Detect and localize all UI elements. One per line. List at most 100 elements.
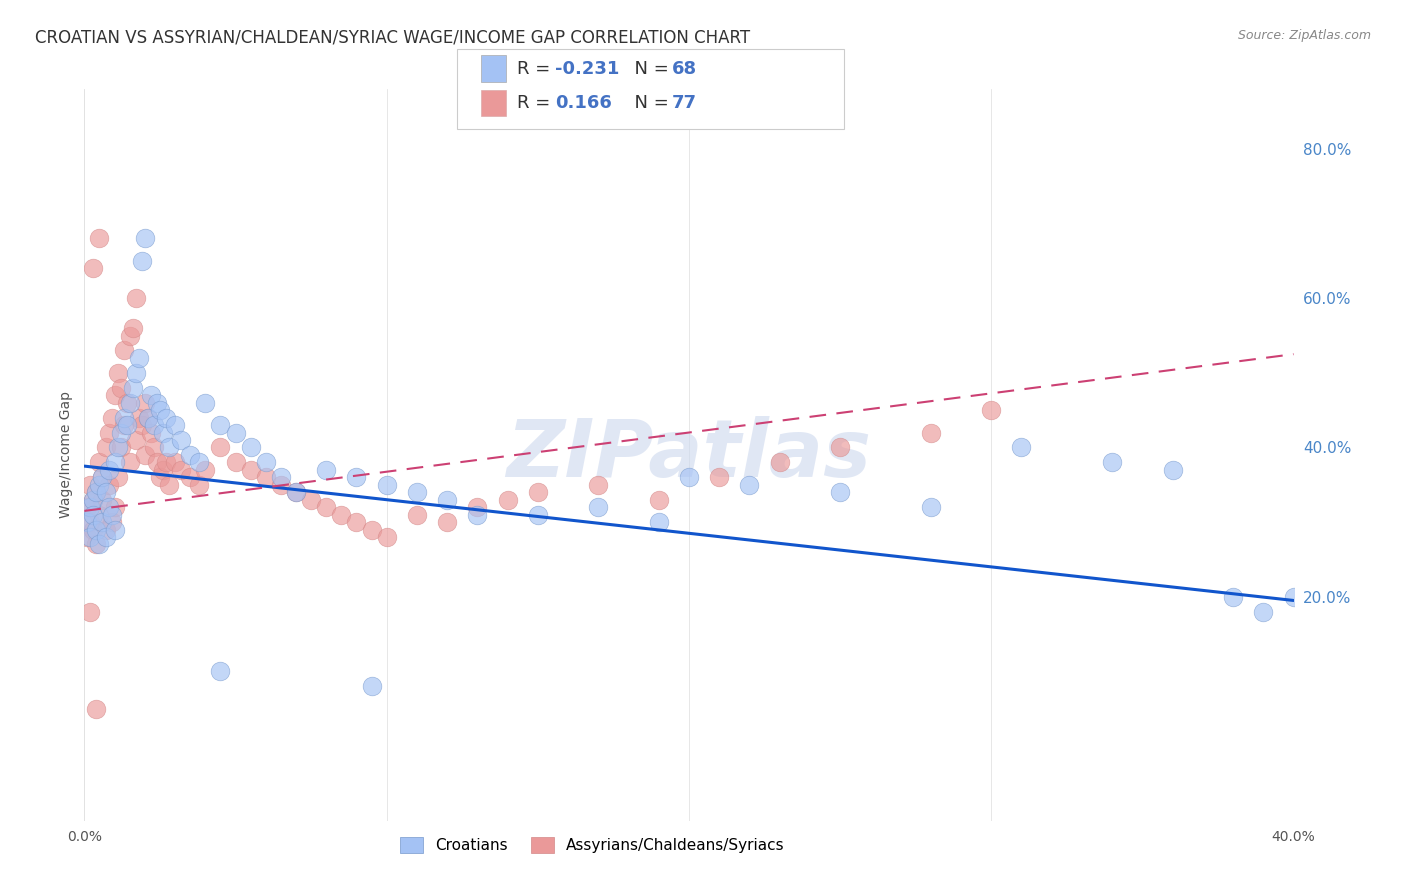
Point <box>91 470 114 484</box>
Point <box>920 500 942 515</box>
Point <box>118 455 141 469</box>
Point <box>254 470 277 484</box>
Text: Source: ZipAtlas.com: Source: ZipAtlas.com <box>1237 29 1371 42</box>
Point <box>104 388 127 402</box>
Point <box>149 403 172 417</box>
Point <box>152 425 174 440</box>
Point <box>188 455 211 469</box>
Point <box>146 395 169 409</box>
Point <box>375 477 398 491</box>
Point <box>100 508 122 522</box>
Point <box>270 477 292 491</box>
Point <box>94 485 117 500</box>
Point <box>86 485 108 500</box>
Point <box>97 477 120 491</box>
Point <box>128 351 150 365</box>
Point <box>125 291 148 305</box>
Point <box>104 500 127 515</box>
Point <box>110 381 132 395</box>
Point <box>330 508 353 522</box>
Point <box>648 492 671 507</box>
Point <box>830 441 852 455</box>
Point <box>170 463 193 477</box>
Point <box>97 500 120 515</box>
Point <box>1222 590 1244 604</box>
Point <box>155 455 177 469</box>
Point <box>315 463 337 477</box>
Text: 68: 68 <box>672 60 697 78</box>
Point <box>82 261 104 276</box>
Point <box>165 455 187 469</box>
Point <box>89 231 111 245</box>
Point <box>179 470 201 484</box>
Point <box>82 508 104 522</box>
Point <box>467 508 489 522</box>
Point <box>179 448 201 462</box>
Point <box>209 665 232 679</box>
Text: ZIPatlas: ZIPatlas <box>506 416 872 494</box>
Point <box>285 485 308 500</box>
Point <box>588 500 610 515</box>
Point <box>170 433 193 447</box>
Text: R =: R = <box>517 94 562 112</box>
Point <box>107 470 129 484</box>
Point <box>112 343 135 358</box>
Point <box>1011 441 1033 455</box>
Point <box>920 425 942 440</box>
Point <box>125 366 148 380</box>
Point <box>76 530 98 544</box>
Point <box>155 410 177 425</box>
Point <box>82 523 104 537</box>
Text: R =: R = <box>517 60 557 78</box>
Point <box>360 679 382 693</box>
Point <box>86 537 108 551</box>
Point <box>107 441 129 455</box>
Point <box>1101 455 1123 469</box>
Point <box>146 455 169 469</box>
Point <box>299 492 322 507</box>
Point <box>134 395 156 409</box>
Point <box>121 381 143 395</box>
Text: 77: 77 <box>672 94 697 112</box>
Point <box>89 508 111 522</box>
Point <box>165 418 187 433</box>
Point <box>142 418 165 433</box>
Text: CROATIAN VS ASSYRIAN/CHALDEAN/SYRIAC WAGE/INCOME GAP CORRELATION CHART: CROATIAN VS ASSYRIAN/CHALDEAN/SYRIAC WAG… <box>35 29 751 46</box>
Point <box>86 523 108 537</box>
Point <box>360 523 382 537</box>
Point <box>91 515 114 529</box>
Legend: Croatians, Assyrians/Chaldeans/Syriacs: Croatians, Assyrians/Chaldeans/Syriacs <box>392 830 792 861</box>
Point <box>134 231 156 245</box>
Point <box>107 366 129 380</box>
Point <box>121 321 143 335</box>
Point <box>738 477 761 491</box>
Point <box>527 508 550 522</box>
Text: 0.166: 0.166 <box>555 94 612 112</box>
Point <box>94 530 117 544</box>
Point <box>1253 605 1275 619</box>
Point <box>89 455 111 469</box>
Point <box>115 418 138 433</box>
Point <box>436 492 458 507</box>
Point <box>225 455 247 469</box>
Point <box>104 523 127 537</box>
Point <box>375 530 398 544</box>
Point <box>91 470 114 484</box>
Point <box>254 455 277 469</box>
Point <box>194 395 217 409</box>
Point <box>136 410 159 425</box>
Point <box>118 328 141 343</box>
Point <box>239 441 262 455</box>
Point <box>406 485 429 500</box>
Point <box>496 492 519 507</box>
Y-axis label: Wage/Income Gap: Wage/Income Gap <box>59 392 73 518</box>
Point <box>112 410 135 425</box>
Point <box>94 441 117 455</box>
Point <box>142 441 165 455</box>
Point <box>115 395 138 409</box>
Text: N =: N = <box>623 94 675 112</box>
Point <box>79 500 101 515</box>
Point <box>285 485 308 500</box>
Point <box>588 477 610 491</box>
Point <box>79 515 101 529</box>
